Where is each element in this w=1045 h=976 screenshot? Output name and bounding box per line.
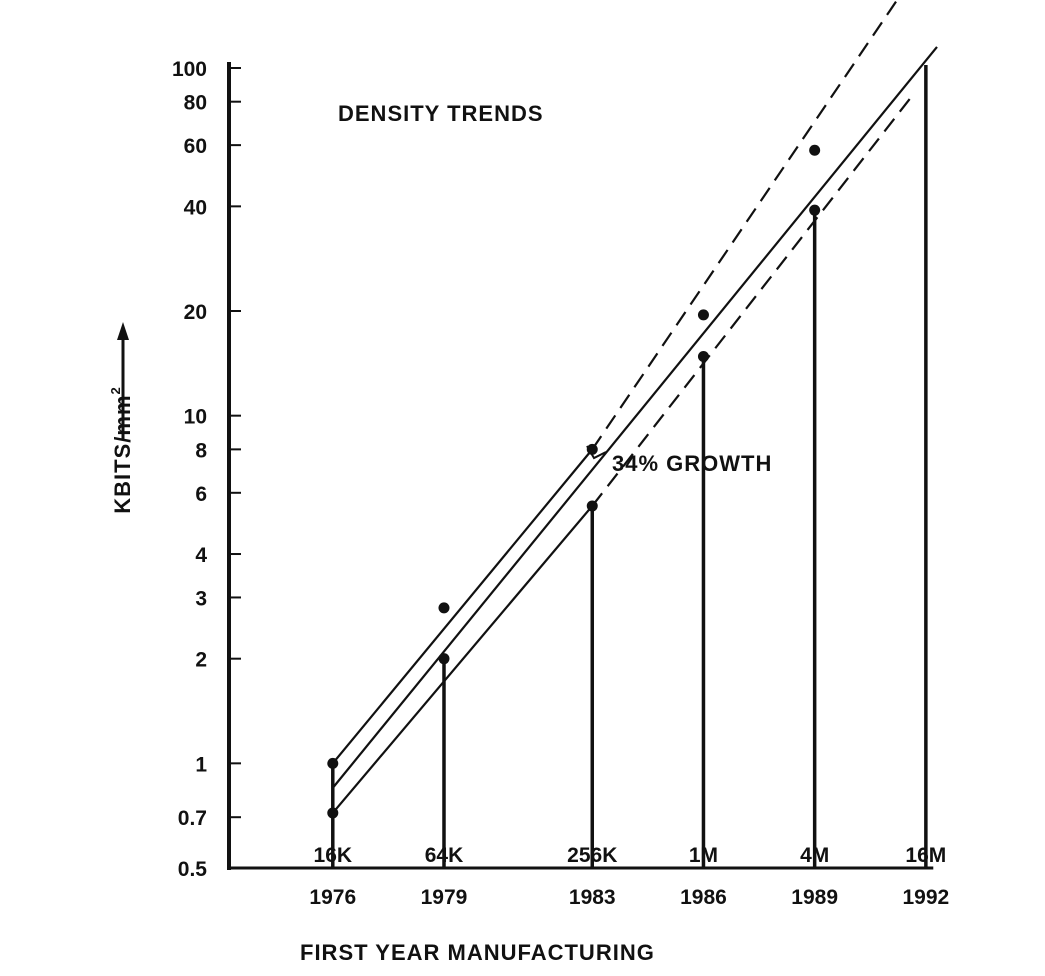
y-tick-label: 20 [184,301,207,324]
y-tick-label: 10 [184,406,207,429]
x-axis-label: FIRST YEAR MANUFACTURING [300,940,655,965]
high-density-point [438,602,450,614]
low-density-point [438,653,450,665]
high-density-points [327,144,821,769]
low-density-points [327,204,821,819]
y-tick-label: 4 [195,544,207,567]
trend-line-solid [331,448,594,765]
y-ticks: 100 80 60 40 20 10 8 6 4 3 2 1 0.7 0.5 [172,58,241,881]
x-tick-label: 1989 [791,886,838,909]
y-axis-arrow-head [117,322,129,340]
low-density-point [586,500,598,512]
x-tick-label: 1979 [421,886,468,909]
x-tick-label: 1976 [309,886,356,909]
high-density-point [697,309,709,321]
x-tick-label: 1986 [680,886,727,909]
y-tick-label: 0.7 [178,807,207,830]
low-density-point [809,204,821,216]
y-tick-label: 100 [172,58,207,81]
high-density-point [809,144,821,156]
trend-lines [331,0,938,814]
low-density-point [697,350,709,362]
low-density-point [327,807,339,819]
y-tick-label: 40 [184,196,207,219]
y-tick-label: 1 [195,753,207,776]
high-density-point [586,443,598,455]
x-tick-label: 1983 [569,886,616,909]
y-tick-label: 3 [195,587,207,610]
y-tick-label: 8 [195,439,207,462]
density-stems [331,65,928,868]
y-axis-label-superscript: 2 [108,386,123,394]
x-ticks: 1976 1979 1983 1986 1989 1992 [309,886,949,909]
y-tick-label: 60 [184,135,207,158]
trend-line-solid [331,505,594,814]
trend-line-dashed [591,91,916,507]
chart-title: DENSITY TRENDS [338,101,544,126]
y-tick-label: 80 [184,92,207,115]
x-tick-label: 1992 [903,886,950,909]
trend-line-solid [331,46,938,789]
generation-labels: 16K64K256K1M4M16M [314,844,947,867]
trend-line-dashed [591,0,899,450]
y-tick-label: 2 [195,649,207,672]
high-density-point [327,757,339,769]
growth-annotation: 34% GROWTH [612,451,772,476]
y-tick-label: 0.5 [178,858,208,881]
y-tick-label: 6 [195,483,207,506]
